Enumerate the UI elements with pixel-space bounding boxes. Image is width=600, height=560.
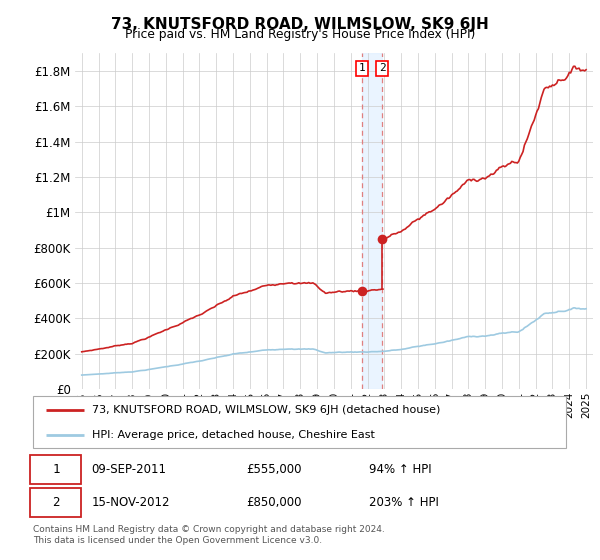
Text: £555,000: £555,000 (246, 464, 302, 477)
Text: 73, KNUTSFORD ROAD, WILMSLOW, SK9 6JH: 73, KNUTSFORD ROAD, WILMSLOW, SK9 6JH (111, 17, 489, 32)
FancyBboxPatch shape (31, 488, 81, 517)
Text: HPI: Average price, detached house, Cheshire East: HPI: Average price, detached house, Ches… (92, 430, 374, 440)
Text: £850,000: £850,000 (246, 496, 302, 509)
Text: 1: 1 (52, 464, 59, 477)
Text: 203% ↑ HPI: 203% ↑ HPI (368, 496, 439, 509)
Text: Contains HM Land Registry data © Crown copyright and database right 2024.
This d: Contains HM Land Registry data © Crown c… (33, 525, 385, 545)
Text: 73, KNUTSFORD ROAD, WILMSLOW, SK9 6JH (detached house): 73, KNUTSFORD ROAD, WILMSLOW, SK9 6JH (d… (92, 405, 440, 415)
Bar (362, 53, 382, 389)
Text: Price paid vs. HM Land Registry's House Price Index (HPI): Price paid vs. HM Land Registry's House … (125, 28, 475, 41)
Text: 2: 2 (379, 63, 386, 73)
Text: 94% ↑ HPI: 94% ↑ HPI (368, 464, 431, 477)
FancyBboxPatch shape (31, 455, 81, 484)
Text: 09-SEP-2011: 09-SEP-2011 (92, 464, 167, 477)
Text: 15-NOV-2012: 15-NOV-2012 (92, 496, 170, 509)
Text: 1: 1 (359, 63, 365, 73)
Text: 2: 2 (52, 496, 59, 509)
